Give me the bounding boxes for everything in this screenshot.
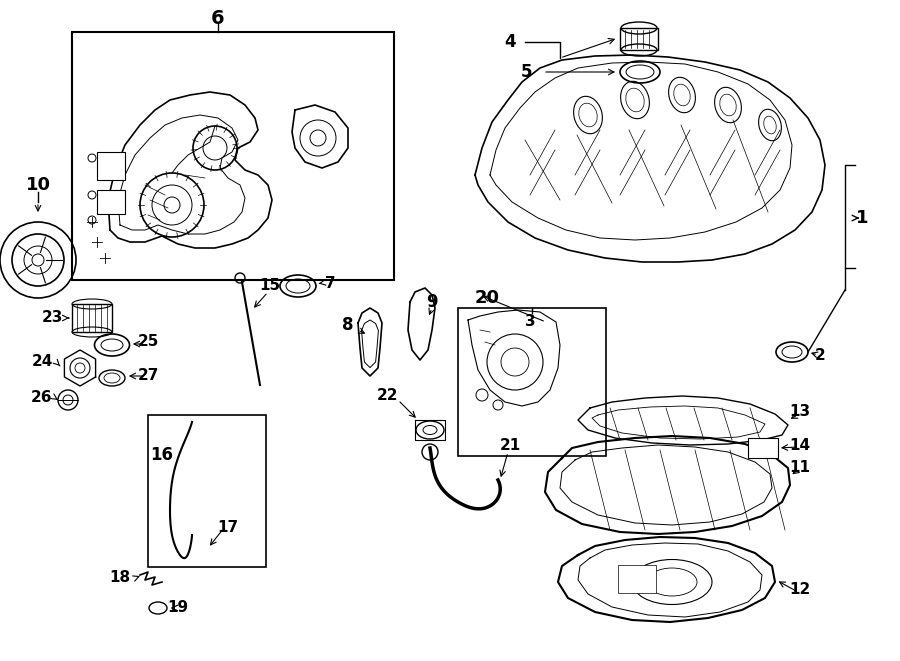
Text: 25: 25 (138, 334, 158, 350)
Bar (148, 415, 266, 567)
Bar (97, 152, 125, 180)
Text: 17: 17 (218, 520, 238, 535)
Bar (72, 32, 394, 280)
Bar (748, 438, 778, 458)
Text: 21: 21 (500, 438, 520, 453)
Bar (620, 28, 658, 50)
Text: 2: 2 (814, 348, 825, 362)
Text: 18: 18 (110, 570, 130, 586)
Text: 6: 6 (212, 9, 225, 28)
Text: 14: 14 (789, 438, 811, 453)
Text: 27: 27 (138, 368, 158, 383)
Text: 23: 23 (41, 311, 63, 325)
Text: 20: 20 (474, 289, 500, 307)
Text: 4: 4 (504, 33, 516, 51)
Text: 19: 19 (167, 600, 189, 615)
Bar (618, 565, 656, 593)
Text: 26: 26 (32, 391, 53, 405)
Bar (72, 304, 112, 332)
Text: 3: 3 (525, 315, 535, 329)
Text: 13: 13 (789, 405, 811, 420)
Text: 1: 1 (856, 209, 868, 227)
Bar (458, 308, 606, 456)
Text: 5: 5 (521, 63, 533, 81)
Text: 22: 22 (377, 387, 399, 403)
Text: 9: 9 (427, 293, 437, 311)
Text: 15: 15 (259, 278, 281, 293)
Text: 7: 7 (325, 276, 336, 290)
Text: 24: 24 (32, 354, 53, 369)
Text: 11: 11 (789, 461, 811, 475)
Text: 8: 8 (342, 316, 354, 334)
Text: 12: 12 (789, 582, 811, 598)
Text: 16: 16 (150, 446, 174, 464)
Bar (97, 190, 125, 214)
Text: 10: 10 (25, 176, 50, 194)
